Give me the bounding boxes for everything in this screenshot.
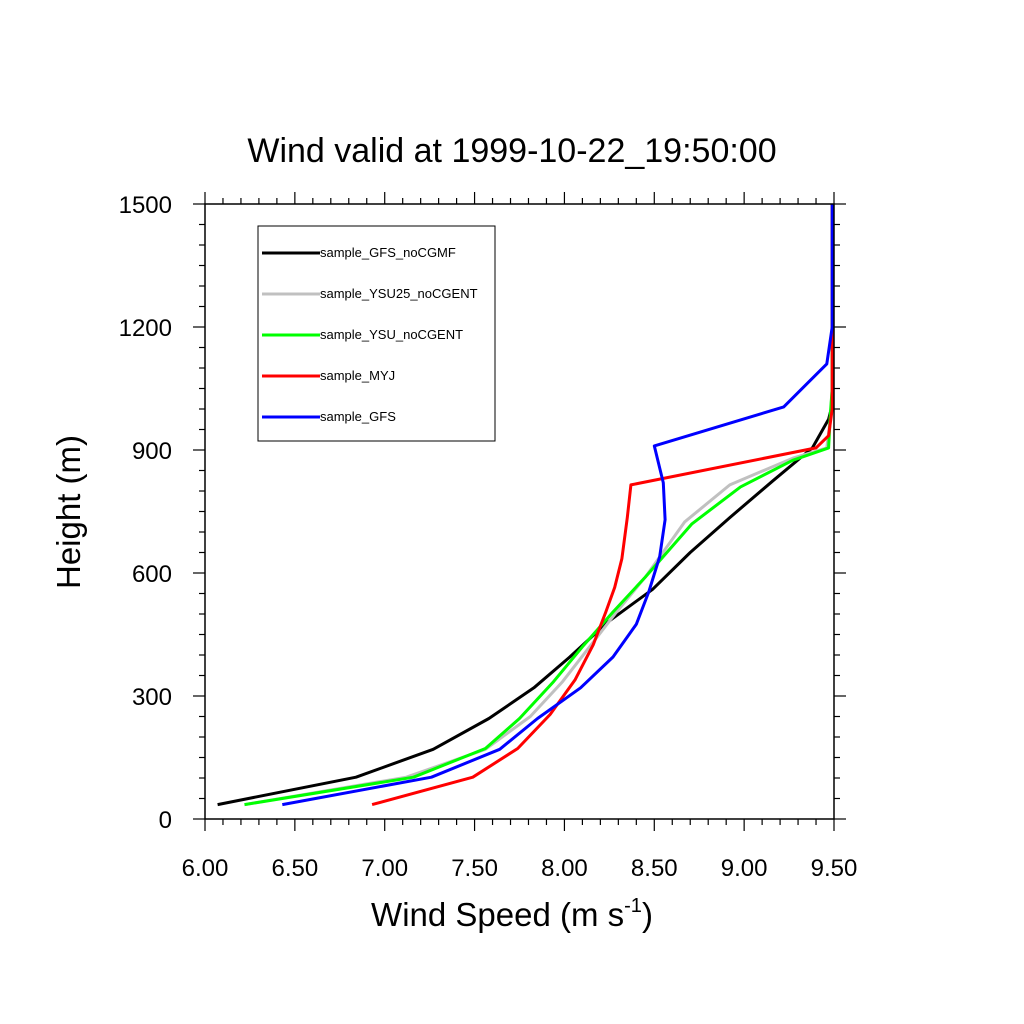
x-tick-label: 9.00 (721, 855, 768, 882)
y-tick-label: 1200 (119, 315, 172, 342)
x-tick-label: 7.00 (361, 855, 408, 882)
y-tick-label: 900 (132, 438, 172, 465)
chart-title: Wind valid at 1999-10-22_19:50:00 (247, 132, 776, 170)
x-tick-label: 6.50 (271, 855, 318, 882)
x-tick-label: 6.00 (182, 855, 229, 882)
y-tick-label: 300 (132, 684, 172, 711)
legend-label: sample_YSU25_noCGENT (320, 286, 478, 301)
x-tick-label: 8.00 (541, 855, 588, 882)
x-axis-label-sup: -1 (624, 895, 642, 917)
legend-label: sample_MYJ (320, 368, 395, 383)
plot-frame (204, 203, 835, 820)
series-lines (217, 204, 834, 807)
x-tick-label: 9.50 (811, 855, 858, 882)
legend: sample_GFS_noCGMF sample_YSU25_noCGENTsam… (257, 225, 496, 442)
y-tick-label: 0 (159, 807, 172, 834)
series-line-sample_MYJ (371, 204, 834, 807)
x-axis-label: Wind Speed (m s-1) (371, 895, 653, 933)
y-tick-label: 1500 (119, 192, 172, 219)
y-axis-label: Height (m) (50, 435, 87, 589)
legend-label: sample_GFS (320, 409, 396, 424)
axis-ticks (193, 192, 846, 831)
x-tick-label: 8.50 (631, 855, 678, 882)
series-line-sample_GFS (282, 204, 834, 807)
x-tick-labels: 6.00 6.50 7.00 7.50 8.00 8.50 9.00 9.50 (182, 855, 858, 882)
x-tick-label: 7.50 (451, 855, 498, 882)
y-tick-label: 600 (132, 561, 172, 588)
x-axis-label-close: ) (642, 896, 653, 933)
legend-label: sample_YSU_noCGENT (320, 327, 463, 342)
legend-label: sample_GFS_noCGMF (320, 245, 456, 260)
y-tick-labels: 0 300 600 900 1200 1500 (119, 192, 172, 834)
x-axis-label-main: Wind Speed (m s (371, 896, 624, 933)
